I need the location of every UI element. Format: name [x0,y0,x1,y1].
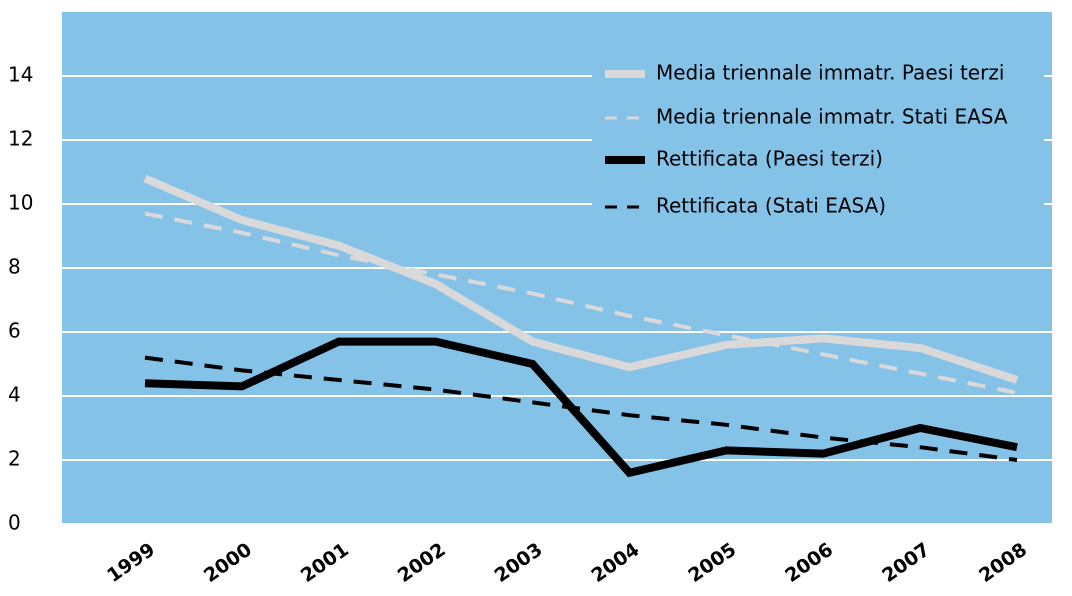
y-tick-label: 6 [8,319,21,343]
x-tick-label: 2001 [297,539,353,587]
x-tick-label: 2002 [394,539,450,587]
x-tick-label: 2003 [491,539,547,587]
series-line [143,174,1019,384]
y-tick-label: 2 [8,447,21,471]
x-tick-label: 1999 [103,539,159,587]
y-tick-label: 10 [8,191,33,215]
legend-box [592,52,1044,232]
y-tick-label: 0 [8,511,21,535]
x-tick-label: 2007 [878,539,934,587]
legend-label: Media triennale immatr. Paesi terzi [656,61,1004,85]
legend-label: Rettificata (Stati EASA) [656,194,886,218]
series-line [144,355,1018,462]
x-tick-label: 2008 [975,539,1031,587]
x-tick-label: 2005 [684,539,740,587]
y-tick-label: 14 [8,63,33,87]
x-tick-label: 2000 [200,539,256,587]
x-tick-label: 2004 [588,539,644,587]
y-tick-label: 8 [8,255,21,279]
legend-label: Rettificata (Paesi terzi) [656,147,883,171]
legend-label: Media triennale immatr. Stati EASA [656,105,1008,129]
y-tick-label: 12 [8,127,33,151]
y-tick-label: 4 [8,383,21,407]
x-tick-label: 2006 [781,539,837,587]
